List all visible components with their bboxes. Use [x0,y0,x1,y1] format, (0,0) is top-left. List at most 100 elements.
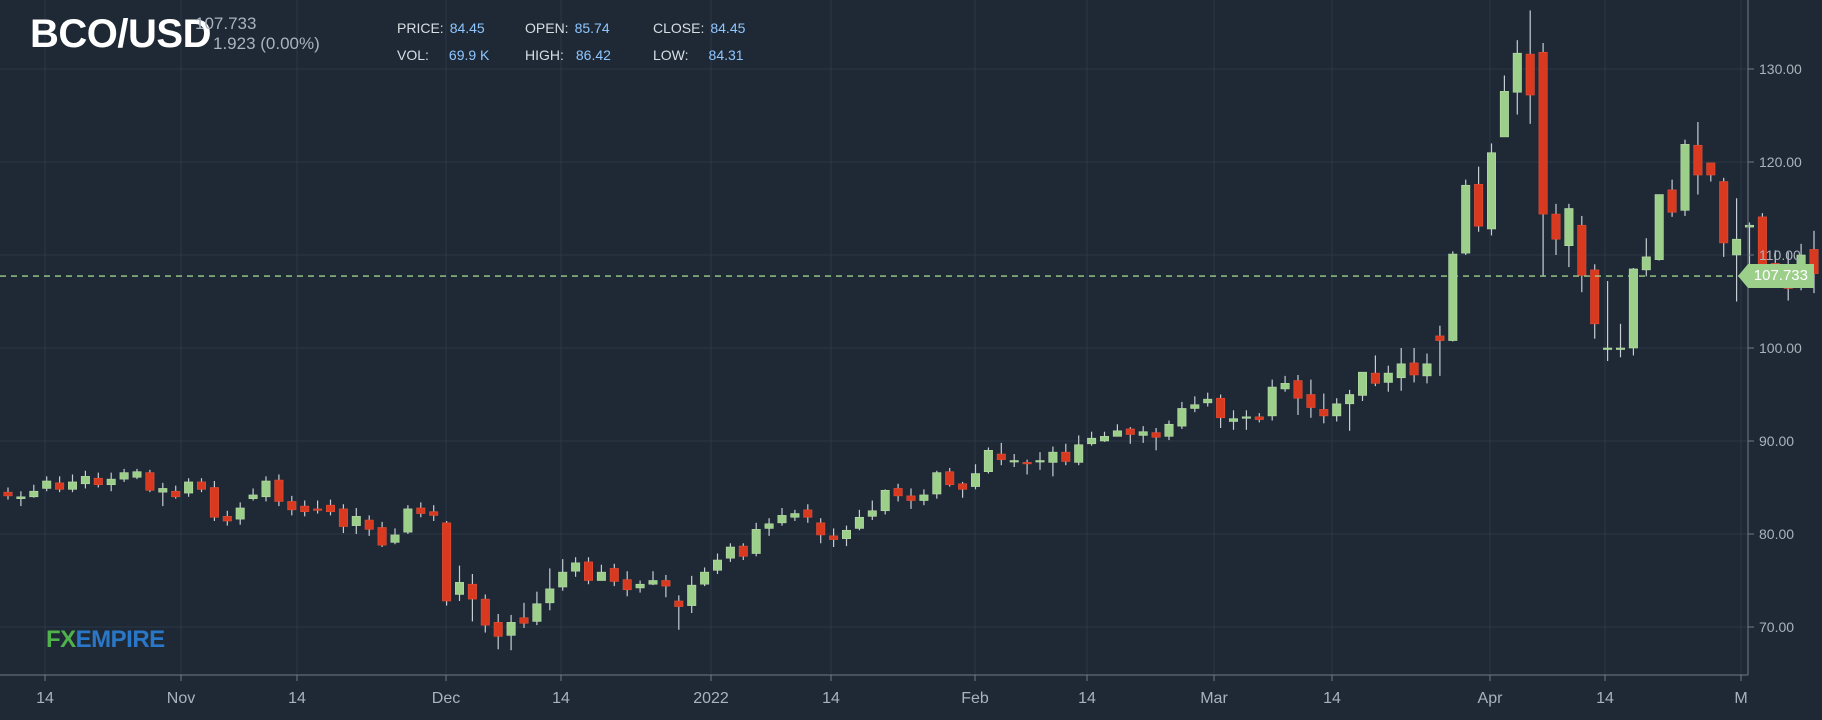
candle [1448,251,1458,342]
candle [274,474,284,507]
candle-body-down [325,504,335,512]
candle [1203,392,1213,407]
y-tick-label: 100.00 [1759,340,1802,356]
candle-body-up [635,583,645,589]
candle-body-down [1022,462,1032,465]
candle-body-down [1719,181,1729,244]
candle [958,481,968,498]
candle-body-up [983,449,993,472]
candle [635,580,645,593]
y-tick-label: 110.00 [1759,247,1801,263]
x-tick-label: Dec [432,690,460,707]
candle [1306,379,1316,418]
candle [1551,203,1561,255]
candle-body-up [790,513,800,518]
candle-body-up [545,588,555,604]
candle [55,476,65,493]
candle [493,613,503,650]
close-stat: CLOSE: 84.45 [653,20,745,36]
candle [1474,166,1484,232]
price-label: PRICE: [397,20,444,36]
candle [1319,393,1329,424]
candle-body-down [958,483,968,490]
candle [1280,375,1290,392]
low-label: LOW: [653,47,689,63]
candle [893,483,903,502]
candle-body-down [93,477,103,486]
candle-body-up [261,480,271,498]
candle-body-up [1448,253,1458,341]
candle [1732,198,1742,302]
candle [1164,420,1174,441]
candle-body-down [1409,362,1419,376]
candle [1061,443,1071,466]
vol-label: VOL: [397,47,429,63]
candle-body-up [1177,408,1187,427]
candle-body-up [1100,436,1110,442]
candle-body-down [429,511,439,516]
candle-body-down [1538,51,1548,215]
candle [545,568,555,611]
candle-body-up [248,494,258,499]
candle [1590,264,1600,339]
candle [377,521,387,548]
candle [1616,323,1626,358]
fxempire-logo: FXEMPIRE [46,626,165,654]
candle [712,553,722,574]
candle [1719,177,1729,257]
candle-body-down [945,471,955,486]
candle-body-down [145,472,155,491]
candle-body-down [816,522,826,536]
candle [1138,426,1148,443]
candle-body-down [1667,189,1677,213]
candle-body-down [1216,397,1226,419]
candle-body-down [661,580,671,587]
candle [1332,398,1342,422]
candle [480,594,490,633]
candle [29,484,39,498]
candle [764,518,774,536]
candle [222,510,232,526]
candle-body-up [1138,431,1148,436]
candle-body-up [854,516,864,529]
candle-body-down [1125,428,1135,435]
candle-body-up [764,523,774,529]
candle [558,559,568,591]
candle [351,507,361,534]
candle [1693,122,1703,195]
candle-body-up [687,584,697,606]
candle-body-up [1280,383,1290,390]
candle-body-up [1035,460,1045,463]
candle-body-up [80,476,90,485]
candle-body-up [725,546,735,559]
candle [841,525,851,547]
candle-body-up [390,534,400,543]
x-tick-label: 14 [1596,690,1614,707]
candle [416,502,426,518]
candle-body-up [1628,268,1638,349]
candle-body-down [416,507,426,514]
candle [622,571,632,597]
x-tick-label: Mar [1200,690,1228,707]
candle-body-up [1654,194,1664,260]
candle-body-up [1267,386,1277,417]
candle [16,491,26,507]
candle-body-up [29,490,39,498]
candle [1641,238,1651,277]
candle-body-down [738,545,748,557]
candle-body-up [106,478,116,486]
candle [442,520,452,606]
candle [687,575,697,614]
y-tick-label: 90.00 [1759,433,1794,449]
candle-body-down [55,482,65,490]
candle-body-down [1809,249,1819,274]
candle [751,522,761,557]
y-tick-label: 80.00 [1759,526,1794,542]
candle [197,478,207,493]
candle-body-down [274,479,284,502]
candle [80,470,90,489]
candles-group [3,10,1819,651]
candle-body-up [1512,52,1522,93]
candle [583,557,593,585]
